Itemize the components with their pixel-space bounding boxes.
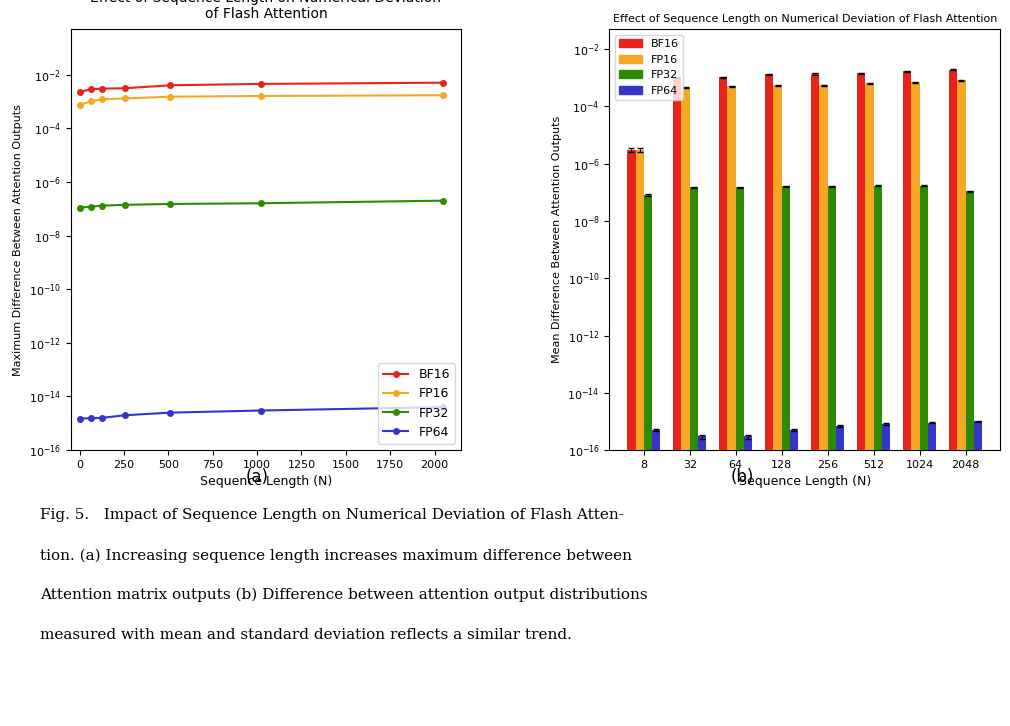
FP32: [96, 201, 108, 210]
Legend: BF16, FP16, FP32, FP64: BF16, FP16, FP32, FP64: [615, 35, 683, 100]
Bar: [911, 82, 920, 726]
Bar: [819, 85, 827, 726]
Y-axis label: Maximum Difference Between Attention Outputs: Maximum Difference Between Attention Out…: [13, 104, 23, 375]
Text: (b): (b): [730, 468, 754, 486]
Bar: [690, 187, 698, 726]
FP64: [256, 406, 268, 415]
BF16: [437, 78, 449, 87]
FP32: [437, 196, 449, 205]
Bar: [735, 187, 744, 726]
Line: FP16: FP16: [77, 92, 445, 107]
FP16: [119, 94, 131, 103]
FP16: [74, 100, 86, 109]
Bar: [903, 71, 911, 726]
Bar: [966, 191, 974, 726]
Bar: [774, 85, 782, 726]
FP64: [96, 414, 108, 423]
FP16: [256, 91, 268, 100]
FP64: [74, 415, 86, 423]
BF16: [74, 87, 86, 96]
FP32: [119, 200, 131, 209]
Bar: [866, 83, 874, 726]
Bar: [766, 75, 774, 726]
Bar: [627, 150, 635, 726]
BF16: [85, 85, 97, 94]
Y-axis label: Mean Difference Between Attention Outputs: Mean Difference Between Attention Output…: [551, 116, 562, 363]
FP64: [437, 403, 449, 412]
Bar: [957, 81, 966, 726]
Bar: [790, 430, 798, 726]
Bar: [974, 422, 982, 726]
Text: (a): (a): [246, 468, 269, 486]
Bar: [928, 423, 936, 726]
Bar: [635, 150, 643, 726]
FP16: [85, 97, 97, 106]
Legend: BF16, FP16, FP32, FP64: BF16, FP16, FP32, FP64: [379, 363, 454, 444]
Bar: [727, 86, 735, 726]
X-axis label: Sequence Length (N): Sequence Length (N): [738, 476, 871, 489]
Line: FP32: FP32: [77, 198, 445, 211]
FP16: [96, 95, 108, 104]
FP64: [165, 408, 177, 417]
Bar: [744, 436, 752, 726]
Bar: [698, 436, 706, 726]
FP64: [119, 411, 131, 420]
FP32: [165, 200, 177, 208]
Text: Attention matrix outputs (b) Difference between attention output distributions: Attention matrix outputs (b) Difference …: [40, 588, 648, 603]
Bar: [836, 426, 844, 726]
Bar: [857, 73, 866, 726]
FP32: [85, 203, 97, 211]
Bar: [643, 195, 652, 726]
Bar: [782, 187, 790, 726]
Bar: [719, 77, 727, 726]
Bar: [827, 187, 836, 726]
FP64: [85, 414, 97, 423]
Text: measured with mean and standard deviation reflects a similar trend.: measured with mean and standard deviatio…: [40, 628, 573, 642]
Bar: [811, 74, 819, 726]
FP32: [74, 203, 86, 212]
BF16: [256, 80, 268, 89]
BF16: [165, 81, 177, 89]
Bar: [674, 78, 682, 726]
Bar: [882, 424, 890, 726]
Text: Fig. 5.   Impact of Sequence Length on Numerical Deviation of Flash Atten-: Fig. 5. Impact of Sequence Length on Num…: [40, 508, 624, 522]
Line: FP64: FP64: [77, 404, 445, 421]
Bar: [874, 186, 882, 726]
Bar: [682, 88, 690, 726]
FP16: [165, 92, 177, 101]
Title: Effect of Sequence Length on Numerical Deviation
of Flash Attention: Effect of Sequence Length on Numerical D…: [91, 0, 441, 21]
FP32: [256, 199, 268, 208]
Bar: [949, 70, 957, 726]
BF16: [119, 84, 131, 93]
Bar: [920, 186, 928, 726]
Bar: [652, 430, 661, 726]
X-axis label: Sequence Length (N): Sequence Length (N): [200, 476, 332, 489]
Title: Effect of Sequence Length on Numerical Deviation of Flash Attention: Effect of Sequence Length on Numerical D…: [612, 14, 997, 24]
Line: BF16: BF16: [77, 80, 445, 94]
BF16: [96, 84, 108, 93]
FP16: [437, 91, 449, 99]
Text: tion. (a) Increasing sequence length increases maximum difference between: tion. (a) Increasing sequence length inc…: [40, 548, 632, 563]
